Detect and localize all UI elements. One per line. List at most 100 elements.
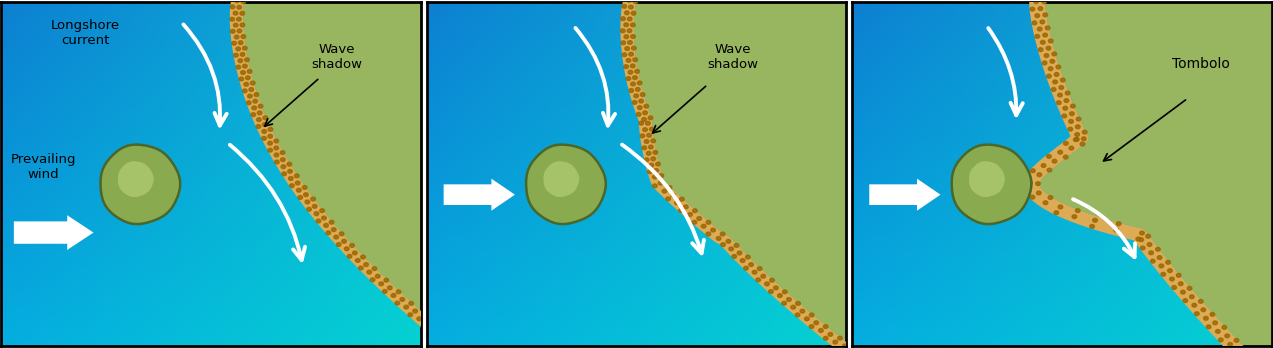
Circle shape [621, 17, 625, 21]
Circle shape [626, 58, 631, 62]
Circle shape [236, 47, 241, 51]
Circle shape [1200, 308, 1206, 312]
Circle shape [639, 121, 643, 125]
Circle shape [1058, 93, 1062, 97]
Circle shape [1043, 61, 1046, 65]
Circle shape [322, 216, 326, 220]
Circle shape [264, 116, 267, 120]
Circle shape [1116, 222, 1122, 226]
Circle shape [274, 153, 279, 157]
Circle shape [234, 0, 239, 3]
Circle shape [241, 71, 246, 74]
Circle shape [625, 47, 629, 50]
Circle shape [372, 267, 377, 270]
Circle shape [238, 59, 243, 63]
Circle shape [631, 11, 635, 15]
Circle shape [1058, 150, 1063, 154]
Circle shape [1037, 27, 1043, 31]
Circle shape [671, 193, 676, 197]
Circle shape [243, 64, 247, 68]
Circle shape [801, 309, 805, 313]
Circle shape [246, 76, 250, 80]
Circle shape [1161, 272, 1166, 276]
Circle shape [1041, 0, 1046, 3]
Circle shape [267, 141, 272, 145]
Circle shape [248, 94, 252, 98]
Circle shape [238, 41, 243, 45]
Polygon shape [101, 145, 181, 224]
Circle shape [629, 52, 634, 56]
Circle shape [1054, 72, 1059, 76]
Circle shape [379, 282, 383, 286]
Circle shape [666, 197, 671, 201]
Circle shape [1074, 133, 1080, 136]
Circle shape [1148, 251, 1153, 255]
Circle shape [1156, 247, 1160, 251]
Circle shape [1069, 146, 1073, 150]
Circle shape [805, 317, 810, 321]
Circle shape [376, 274, 381, 278]
Circle shape [1192, 303, 1197, 307]
Polygon shape [634, 0, 1055, 348]
Circle shape [244, 58, 250, 62]
Circle shape [1157, 256, 1162, 260]
Circle shape [280, 158, 285, 161]
Circle shape [633, 0, 638, 3]
Circle shape [1207, 325, 1211, 329]
Circle shape [746, 255, 750, 259]
Circle shape [307, 207, 312, 211]
Circle shape [1092, 218, 1097, 222]
Circle shape [638, 81, 642, 85]
Circle shape [239, 11, 244, 15]
Circle shape [316, 219, 321, 223]
Circle shape [1053, 80, 1058, 84]
Circle shape [721, 243, 726, 247]
Circle shape [622, 53, 626, 57]
Circle shape [407, 313, 412, 317]
Circle shape [1048, 67, 1053, 71]
Circle shape [810, 313, 813, 317]
Circle shape [729, 247, 733, 251]
Circle shape [233, 23, 238, 27]
Circle shape [326, 231, 331, 235]
Circle shape [1053, 159, 1057, 163]
Circle shape [370, 278, 376, 282]
Circle shape [622, 5, 626, 8]
Circle shape [1059, 86, 1064, 89]
Circle shape [239, 77, 243, 81]
Text: Prevailing
wind: Prevailing wind [10, 153, 76, 181]
Circle shape [1063, 155, 1068, 159]
Circle shape [1041, 164, 1046, 167]
Circle shape [829, 332, 833, 336]
Circle shape [752, 270, 757, 274]
Circle shape [675, 201, 680, 205]
Circle shape [644, 158, 649, 162]
Circle shape [726, 239, 731, 243]
Circle shape [1139, 238, 1143, 242]
Circle shape [421, 313, 426, 317]
Circle shape [1167, 269, 1172, 272]
Circle shape [262, 123, 267, 126]
Circle shape [1211, 313, 1214, 316]
Circle shape [233, 53, 238, 57]
Circle shape [628, 70, 633, 74]
Circle shape [653, 175, 657, 179]
Circle shape [647, 133, 652, 137]
Circle shape [256, 125, 261, 128]
Circle shape [280, 151, 285, 155]
Text: Tombolo: Tombolo [1171, 57, 1230, 71]
Circle shape [304, 193, 308, 197]
Circle shape [269, 127, 272, 131]
Circle shape [367, 270, 372, 274]
Circle shape [330, 220, 334, 224]
Circle shape [382, 290, 387, 293]
Text: Wave
shadow: Wave shadow [311, 43, 362, 71]
Circle shape [288, 169, 293, 173]
Circle shape [1046, 74, 1051, 78]
Circle shape [819, 329, 824, 332]
Circle shape [1213, 321, 1217, 325]
Circle shape [624, 35, 629, 39]
Circle shape [635, 70, 639, 73]
Circle shape [1050, 60, 1054, 63]
Circle shape [680, 197, 684, 201]
